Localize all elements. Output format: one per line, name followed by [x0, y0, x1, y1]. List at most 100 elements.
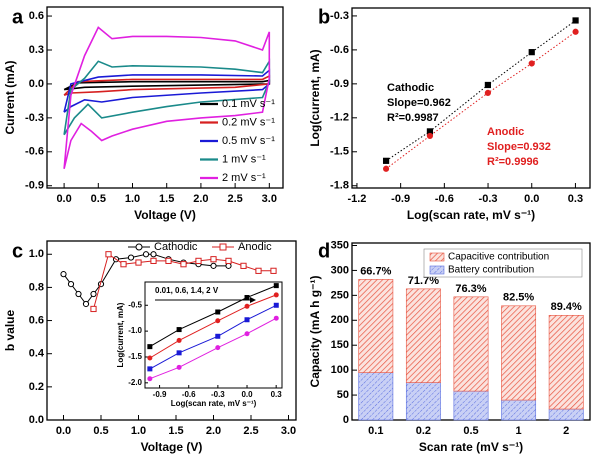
- series-line: [63, 68, 271, 113]
- legend-swatch: [429, 252, 445, 262]
- series-line: [63, 26, 271, 169]
- y-tick-label: 300: [331, 264, 349, 276]
- x-tick-label: 2.0: [193, 193, 208, 205]
- bar-segment: [405, 288, 441, 383]
- panel: b -1.8 -1.5 -1.2 -0.9 -0.6 -0.3 -1.2 -0.9 -0.6 -0.…: [308, 6, 591, 222]
- data-point: [176, 327, 182, 333]
- data-point: [270, 267, 277, 274]
- panel-letter: c: [12, 240, 23, 262]
- annotation: Slope=0.962: [387, 97, 451, 109]
- percent-label: 71.7%: [408, 275, 439, 287]
- x-tick-label: 1: [516, 425, 522, 437]
- y-tick-label: -1.2: [330, 112, 349, 124]
- legend-label: 0.5 mV s⁻¹: [222, 135, 275, 147]
- plot-frame: [351, 7, 591, 189]
- x-tick-label: 0.3: [271, 390, 283, 399]
- data-point: [225, 257, 232, 264]
- data-point: [382, 157, 390, 164]
- x-tick-label: 1.0: [125, 193, 140, 205]
- x-tick-label: 0.2: [416, 425, 431, 437]
- y-tick-label: -0.9: [330, 78, 349, 90]
- x-tick-label: 0.0: [241, 390, 253, 399]
- data-point: [176, 364, 182, 370]
- y-tick-label: -0.5: [128, 300, 142, 309]
- percent-label: 89.4%: [551, 301, 582, 313]
- data-point: [150, 257, 157, 264]
- data-point: [215, 309, 221, 315]
- y-tick-label: -0.6: [25, 146, 44, 158]
- bar-segment: [548, 408, 584, 421]
- y-tick-label: 50: [337, 389, 349, 401]
- legend-label: Battery contribution: [448, 265, 534, 276]
- x-tick-label: -0.3: [479, 193, 498, 205]
- percent-label: 82.5%: [503, 292, 534, 304]
- data-point: [572, 17, 579, 24]
- data-point: [105, 251, 112, 258]
- y-tick-label: 0.8: [29, 281, 44, 293]
- y-tick-label: 0.4: [29, 348, 45, 360]
- x-tick-label: -0.3: [211, 390, 225, 399]
- y-tick-label: -1.5: [330, 146, 349, 158]
- legend-label: Capacitive contribution: [448, 252, 549, 263]
- y-tick-label: -0.3: [330, 10, 349, 22]
- data-point: [484, 81, 491, 89]
- bar-segment: [501, 305, 537, 401]
- x-tick-label: -0.6: [435, 193, 454, 205]
- data-point: [82, 300, 90, 308]
- y-tick-label: -1.5: [128, 352, 142, 361]
- y-tick-label: 0.0: [29, 78, 44, 90]
- percent-label: 66.7%: [360, 265, 391, 277]
- data-point: [127, 254, 135, 261]
- legend-label: Anodic: [238, 241, 272, 253]
- data-point: [180, 261, 187, 268]
- y-tick-label: -0.3: [25, 112, 44, 124]
- x-tick-label: 0.5: [93, 425, 108, 437]
- percent-label: 76.3%: [455, 283, 486, 295]
- data-point: [484, 89, 491, 97]
- data-point: [90, 290, 97, 298]
- panel: -2.0 -1.5 -1.0 -0.5 -0.9 -0.6 -0.3 0.0 0.3 Log(sc…: [116, 281, 283, 408]
- x-tick-label: 2: [563, 425, 569, 437]
- panel-letter: d: [318, 240, 330, 262]
- data-point: [244, 295, 250, 301]
- bar-segment: [358, 279, 394, 373]
- x-tick-label: 1.5: [168, 425, 183, 437]
- panel: a -0.9 -0.6 -0.3 0.0 0.3 0.6 0.0 0.5 1.0 1.5 2.0 2.5…: [3, 6, 284, 222]
- data-point: [75, 290, 82, 298]
- legend-label: 0.2 mV s⁻¹: [222, 116, 275, 128]
- data-point: [67, 280, 75, 288]
- y-tick-label: -1.8: [330, 180, 349, 192]
- panel: d 0 50 100 150 200 250 300 350 Scan rate (mV s⁻¹)…: [308, 239, 591, 454]
- legend-swatch: [429, 265, 445, 275]
- plot-frame: [46, 6, 284, 189]
- x-tick-label: 2.5: [227, 193, 242, 205]
- y-tick-label: -2.0: [128, 378, 142, 387]
- legend-marker: [219, 243, 227, 251]
- data-point: [142, 251, 150, 258]
- data-point: [244, 317, 250, 323]
- y-tick-label: -0.6: [330, 44, 349, 56]
- data-point: [528, 49, 535, 56]
- y-axis-title: Current (mA): [3, 60, 17, 134]
- data-point: [210, 262, 217, 269]
- data-point: [147, 344, 153, 350]
- annotation: Anodic: [487, 126, 524, 138]
- legend-label: Cathodic: [154, 241, 198, 253]
- y-axis-title: Log(current, mA): [116, 302, 125, 367]
- data-point: [528, 60, 535, 67]
- annotation: Cathodic: [387, 82, 434, 94]
- y-tick-label: 0.3: [29, 44, 44, 56]
- x-tick-label: -0.9: [153, 390, 167, 399]
- data-point: [135, 259, 142, 266]
- annotation: R²=0.9987: [387, 112, 439, 124]
- x-tick-label: 0.1: [368, 425, 383, 437]
- bar-segment: [453, 390, 489, 421]
- data-point: [176, 350, 182, 356]
- plot-frame: [144, 281, 283, 389]
- annotation: 0.01, 0.6, 1.4, 2 V: [155, 286, 219, 295]
- x-tick-label: 0.0: [56, 425, 71, 437]
- x-tick-label: 3.0: [262, 193, 277, 205]
- data-point: [215, 318, 221, 324]
- plot-frame: [46, 240, 297, 421]
